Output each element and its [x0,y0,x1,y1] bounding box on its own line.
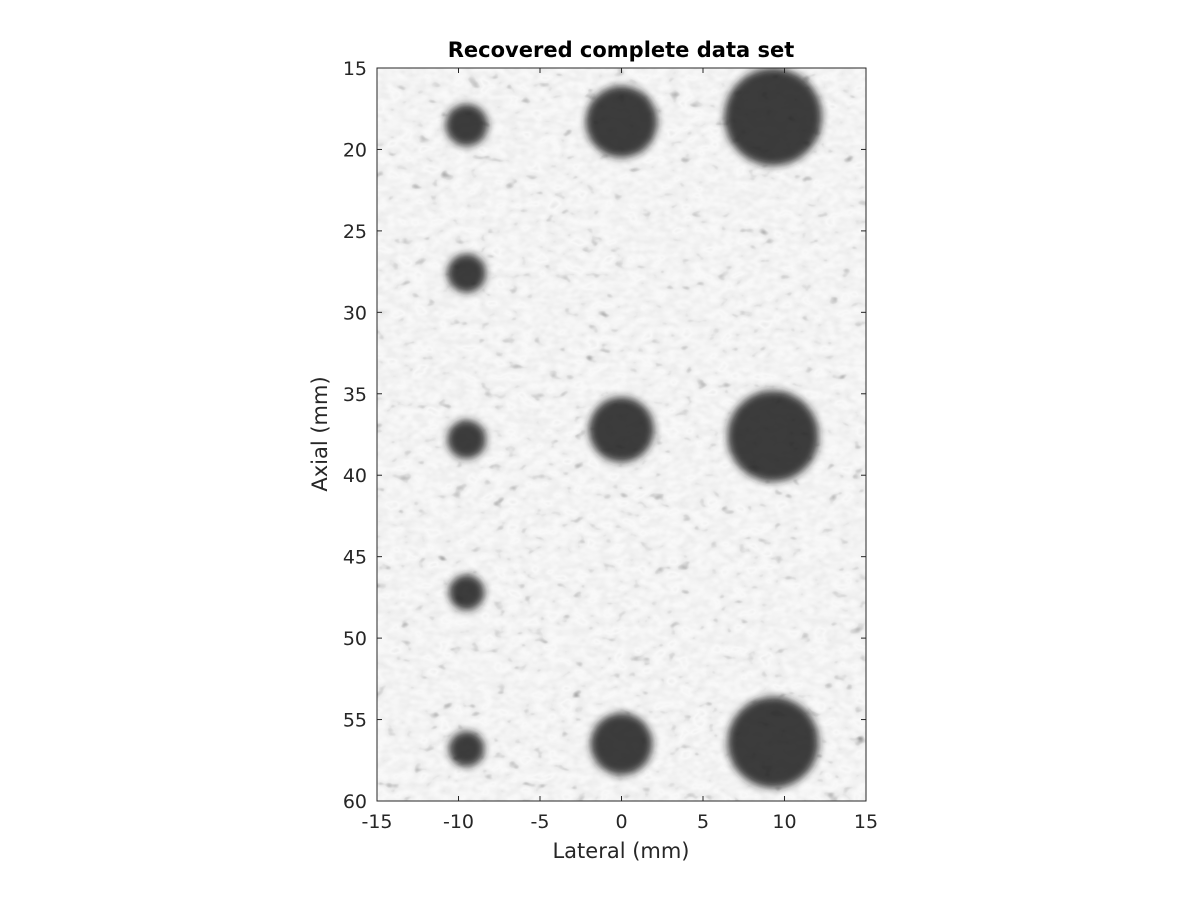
cyst-7 [727,390,819,482]
x-tick-label: -10 [443,811,474,833]
cyst-layer [445,68,822,788]
y-tick-label: 45 [343,547,367,569]
y-axis-label: Axial (mm) [308,376,332,491]
y-tick-label: 30 [343,302,367,324]
chart-title: Recovered complete data set [448,38,795,62]
cyst-6 [588,397,655,463]
x-tick-label: 0 [615,811,627,833]
y-tick-label: 60 [343,791,367,813]
x-tick-label: -15 [361,811,392,833]
cyst-9 [448,730,485,767]
y-tick-label: 40 [343,465,367,487]
y-tick-label: 35 [343,384,367,406]
x-tick-label: 15 [854,811,878,833]
x-tick-label: 10 [772,811,796,833]
y-tick-label: 15 [343,58,367,80]
x-tick-label: -5 [531,811,550,833]
y-tick-label: 50 [343,628,367,650]
y-tick-label: 20 [343,139,367,161]
y-tick-label: 25 [343,221,367,243]
y-tick-label: 55 [343,710,367,732]
image-area [377,68,866,801]
cyst-11 [727,696,819,788]
y-axis: 15 20 25 30 35 40 45 50 55 60 [343,58,866,813]
cyst-4 [447,253,487,293]
cyst-10 [590,713,653,775]
x-axis: -15 -10 -5 0 5 10 15 [361,68,878,833]
cyst-3 [724,68,822,166]
cyst-5 [447,419,487,459]
cyst-1 [445,103,488,147]
x-axis-label: Lateral (mm) [552,839,689,863]
cyst-2 [585,85,658,158]
x-tick-label: 5 [697,811,709,833]
cyst-8 [448,574,485,611]
